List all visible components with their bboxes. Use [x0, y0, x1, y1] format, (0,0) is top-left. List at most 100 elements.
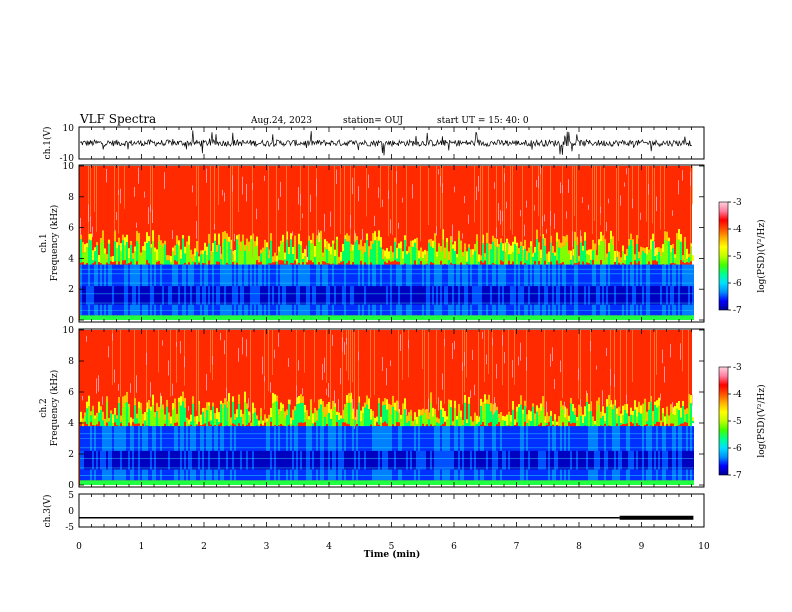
spectrogram-cell	[472, 249, 474, 255]
spectrogram-cell	[96, 412, 98, 417]
spectrogram-cell	[478, 286, 480, 305]
spectrogram-cell	[320, 286, 322, 305]
spectrogram-cell	[624, 254, 626, 261]
spectrogram-cell	[572, 231, 573, 248]
spectrogram-cell	[656, 407, 658, 422]
spectrogram-cell	[554, 480, 556, 485]
spectrogram-cell	[566, 234, 568, 243]
spectrogram-cell	[588, 249, 590, 256]
spectrogram-cell	[280, 402, 282, 412]
spectrogram-cell	[428, 166, 429, 226]
spectrogram-cell	[278, 450, 280, 470]
spectrogram-cell	[328, 412, 330, 428]
spectrogram-cell	[596, 166, 597, 250]
spectrogram-cell	[654, 330, 655, 400]
spectrogram-cell	[344, 286, 346, 305]
spectrogram-cell	[534, 480, 536, 485]
ch3-ytick-mid: 0	[68, 507, 74, 517]
spectrogram-cell	[136, 231, 138, 242]
spectrogram-cell	[690, 315, 692, 320]
spectrogram-cell	[156, 480, 158, 485]
spectrogram-cell	[196, 480, 198, 485]
spectrogram-cell	[636, 416, 638, 424]
spectrogram-cell	[120, 243, 122, 251]
spectrogram-cell	[402, 403, 404, 415]
spectrogram-cell	[458, 480, 460, 485]
spectrogram-cell	[454, 241, 456, 251]
spectrogram-cell	[236, 315, 238, 320]
spectrogram-cell	[418, 250, 420, 259]
spectrogram-cell	[682, 480, 684, 485]
spectrogram-cell	[158, 330, 159, 373]
spectrogram-cell	[464, 315, 466, 320]
spectrogram-cell	[496, 406, 498, 411]
spectrogram-cell	[204, 286, 206, 305]
spectrogram-cell	[138, 167, 139, 184]
spectrogram-cell	[292, 450, 294, 470]
spectrogram-cell	[682, 406, 684, 424]
spectrogram-cell	[118, 396, 120, 403]
spectrogram-cell	[348, 330, 349, 381]
spectrogram-cell	[392, 480, 394, 485]
spectrogram-cell	[318, 450, 320, 470]
spectrogram-cell	[622, 405, 624, 416]
spectrogram-cell	[450, 407, 452, 426]
spectrogram-cell	[256, 286, 258, 305]
spectrogram-cell	[614, 286, 616, 305]
spectrogram-cell	[634, 409, 636, 427]
spectrogram-cell	[568, 286, 570, 305]
spectrogram-cell	[602, 286, 604, 305]
spectrogram-cell	[90, 480, 92, 485]
spectrogram-cell	[380, 247, 382, 268]
spectrogram-cell	[380, 166, 381, 208]
spectrogram-cell	[164, 244, 166, 267]
spectrogram-cell	[432, 407, 434, 417]
spectrogram-cell	[676, 480, 678, 485]
spectrogram-cell	[150, 410, 152, 429]
ch2-colorbar-label: log(PSD)(V²/Hz)	[756, 384, 767, 457]
spectrogram-cell	[198, 286, 200, 305]
spectrogram-cell	[176, 244, 178, 262]
spectrogram-cell	[288, 254, 290, 267]
spectrogram-cell	[496, 480, 498, 485]
spectrogram-cell	[566, 408, 568, 420]
spectrogram-cell	[596, 480, 598, 485]
spectrogram-cell	[174, 315, 176, 320]
spectrogram-cell	[554, 419, 556, 431]
spectrogram-cell	[684, 286, 686, 305]
spectrogram-cell	[388, 286, 390, 305]
spectrogram-cell	[506, 286, 508, 305]
spectrogram-cell	[402, 251, 404, 259]
spectrogram-cell	[606, 222, 607, 232]
spectrogram-cell	[328, 286, 330, 305]
spectrogram-cell	[508, 480, 510, 485]
spectrogram-cell	[568, 450, 570, 470]
spectrogram-cell	[574, 231, 576, 241]
spectrogram-cell	[310, 315, 312, 320]
spectrogram-cell	[354, 315, 356, 320]
spectrogram-cell	[340, 166, 341, 234]
spectrogram-cell	[558, 286, 560, 305]
spectrogram-cell	[554, 286, 556, 305]
spectrogram-cell	[312, 243, 314, 263]
spectrogram-cell	[316, 178, 317, 197]
spectrogram-cell	[290, 417, 292, 425]
spectrogram-cell	[230, 450, 232, 470]
spectrogram-cell	[504, 352, 505, 364]
spectrogram-cell	[80, 480, 82, 485]
spectrogram-cell	[560, 360, 561, 373]
spectrogram-cell	[476, 415, 478, 424]
spectrogram-cell	[178, 450, 180, 470]
spectrogram-cell	[620, 423, 622, 425]
spectrogram-cell	[690, 286, 692, 305]
spectrogram-cell	[86, 450, 88, 470]
spectrogram-cell	[240, 416, 242, 427]
spectrogram-cell	[626, 286, 628, 305]
spectrogram-cell	[510, 245, 512, 255]
spectrogram-cell	[584, 232, 586, 241]
spectrogram-cell	[544, 330, 545, 421]
spectrogram-cell	[686, 315, 688, 320]
spectrogram-cell	[378, 480, 380, 485]
spectrogram-cell	[188, 286, 190, 305]
spectrogram-cell	[584, 240, 586, 269]
